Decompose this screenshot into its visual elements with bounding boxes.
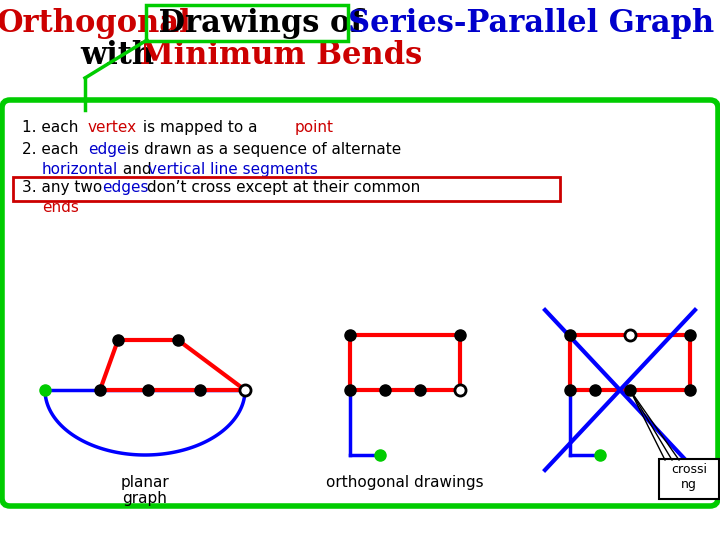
- Text: point: point: [295, 120, 334, 135]
- Text: 3. any two: 3. any two: [22, 180, 107, 195]
- Text: vertex: vertex: [88, 120, 137, 135]
- Text: edge: edge: [88, 142, 127, 157]
- Text: is drawn as a sequence of alternate: is drawn as a sequence of alternate: [122, 142, 401, 157]
- Text: 2. each: 2. each: [22, 142, 84, 157]
- Text: graph: graph: [122, 491, 168, 506]
- Text: Orthogonal: Orthogonal: [0, 8, 192, 39]
- Text: crossi
ng: crossi ng: [671, 463, 707, 491]
- Text: Drawings of: Drawings of: [148, 8, 374, 39]
- Text: 1. each: 1. each: [22, 120, 84, 135]
- Text: Minimum Bends: Minimum Bends: [140, 40, 422, 71]
- Text: don’t cross except at their common: don’t cross except at their common: [142, 180, 420, 195]
- Text: planar: planar: [121, 475, 169, 490]
- Text: vertical line segments: vertical line segments: [148, 162, 318, 177]
- Text: ends: ends: [42, 200, 79, 215]
- FancyBboxPatch shape: [659, 459, 719, 499]
- Text: is mapped to a: is mapped to a: [138, 120, 262, 135]
- Text: horizontal: horizontal: [42, 162, 118, 177]
- Text: and: and: [118, 162, 156, 177]
- Text: Series-Parallel Graph: Series-Parallel Graph: [348, 8, 714, 39]
- Text: edges: edges: [102, 180, 148, 195]
- Text: with: with: [80, 40, 165, 71]
- Text: orthogonal drawings: orthogonal drawings: [326, 475, 484, 490]
